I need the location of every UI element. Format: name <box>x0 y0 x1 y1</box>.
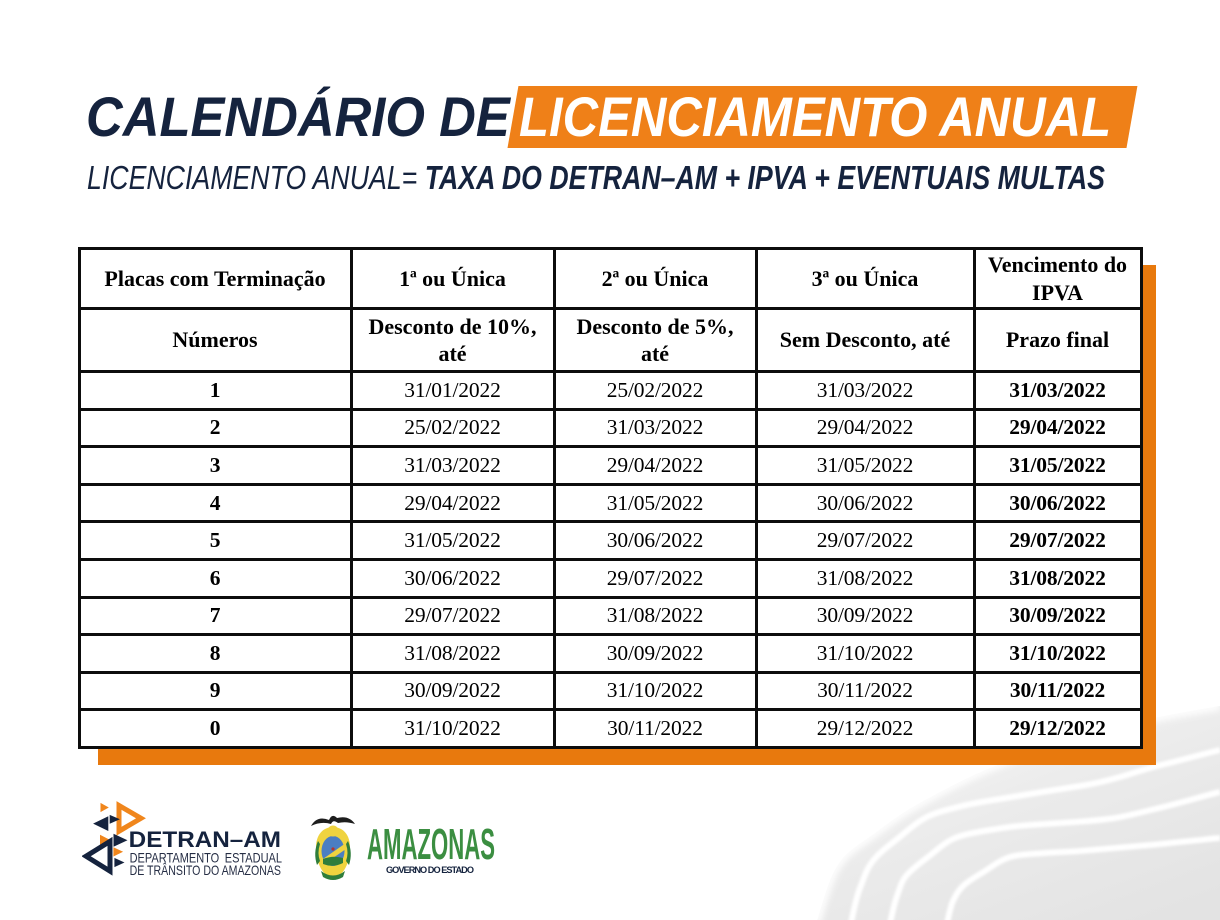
svg-text:DE TRÂNSITO DO AMAZONAS: DE TRÂNSITO DO AMAZONAS <box>130 863 281 878</box>
svg-text:DETRAN–AM: DETRAN–AM <box>129 827 281 852</box>
svg-text:AMAZONAS: AMAZONAS <box>367 821 495 869</box>
svg-text:GOVERNO DO ESTADO: GOVERNO DO ESTADO <box>386 865 474 875</box>
svg-text:DEPARTAMENTO ESTADUAL: DEPARTAMENTO ESTADUAL <box>130 850 283 865</box>
